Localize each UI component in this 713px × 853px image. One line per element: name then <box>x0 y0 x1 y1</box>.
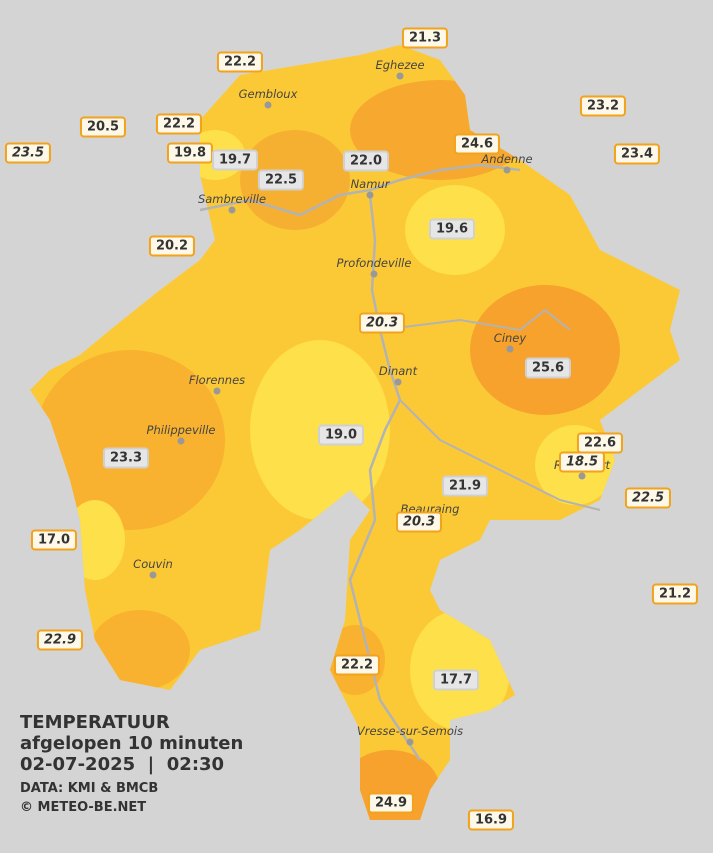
station-reading: 20.2 <box>148 235 196 257</box>
station-reading: 22.5 <box>624 487 672 509</box>
town-label: Sambreville <box>197 192 267 206</box>
town-label: Profondeville <box>336 256 412 270</box>
town-label: Ciney <box>493 331 527 345</box>
legend-title: TEMPERATUUR <box>20 712 170 733</box>
station-reading: 22.2 <box>333 654 381 676</box>
legend-site: © METEO-BE.NET <box>20 800 147 815</box>
town-label: Namur <box>350 177 390 191</box>
station-reading: 20.3 <box>395 511 443 533</box>
station-reading: 21.3 <box>401 27 449 49</box>
station-reading: 17.7 <box>432 669 480 691</box>
station-reading: 18.5 <box>558 451 606 473</box>
station-reading: 22.6 <box>576 432 624 454</box>
station-reading: 25.6 <box>524 357 572 379</box>
station-reading: 23.5 <box>4 142 52 164</box>
town-label: Philippeville <box>146 423 216 437</box>
station-reading: 19.0 <box>317 424 365 446</box>
station-reading: 19.7 <box>211 149 259 171</box>
town-dot <box>396 72 404 80</box>
town-dot <box>406 738 414 746</box>
station-reading: 23.2 <box>579 95 627 117</box>
town-dot <box>149 571 157 579</box>
town-dot <box>578 472 586 480</box>
station-reading: 21.9 <box>441 475 489 497</box>
station-reading: 20.3 <box>358 312 406 334</box>
town-label: Eghezee <box>375 58 425 72</box>
station-reading: 23.4 <box>613 143 661 165</box>
town-label: Florennes <box>188 373 246 387</box>
town-label: Vresse-sur-Semois <box>356 724 464 738</box>
town-label: Couvin <box>133 557 173 571</box>
station-reading: 19.8 <box>166 142 214 164</box>
town-dot <box>506 345 514 353</box>
station-reading: 17.0 <box>30 529 78 551</box>
station-reading: 21.2 <box>651 583 699 605</box>
town-dot <box>370 270 378 278</box>
station-reading: 22.0 <box>342 150 390 172</box>
legend: TEMPERATUUR afgelopen 10 minuten 02-07-2… <box>20 712 243 815</box>
town-label: Andenne <box>481 152 533 166</box>
legend-subtitle: afgelopen 10 minuten <box>20 733 244 754</box>
station-reading: 22.5 <box>257 169 305 191</box>
town-label: Dinant <box>378 364 418 378</box>
legend-source: DATA: KMI & BMCB <box>20 781 159 796</box>
station-reading: 22.2 <box>216 51 264 73</box>
station-reading: 22.9 <box>36 629 84 651</box>
station-reading: 22.2 <box>155 113 203 135</box>
town-label: Gembloux <box>238 87 298 101</box>
town-dot <box>503 166 511 174</box>
town-dot <box>177 437 185 445</box>
legend-datetime: 02-07-2025 | 02:30 <box>20 754 225 775</box>
station-reading: 23.3 <box>102 447 150 469</box>
station-reading: 19.6 <box>428 218 476 240</box>
town-dot <box>366 191 374 199</box>
town-dot <box>213 387 221 395</box>
town-dot <box>264 101 272 109</box>
station-reading: 24.6 <box>453 133 501 155</box>
town-dot <box>228 206 236 214</box>
station-reading: 20.5 <box>79 116 127 138</box>
station-reading: 24.9 <box>367 792 415 814</box>
town-dot <box>394 378 402 386</box>
station-reading: 16.9 <box>467 809 515 831</box>
